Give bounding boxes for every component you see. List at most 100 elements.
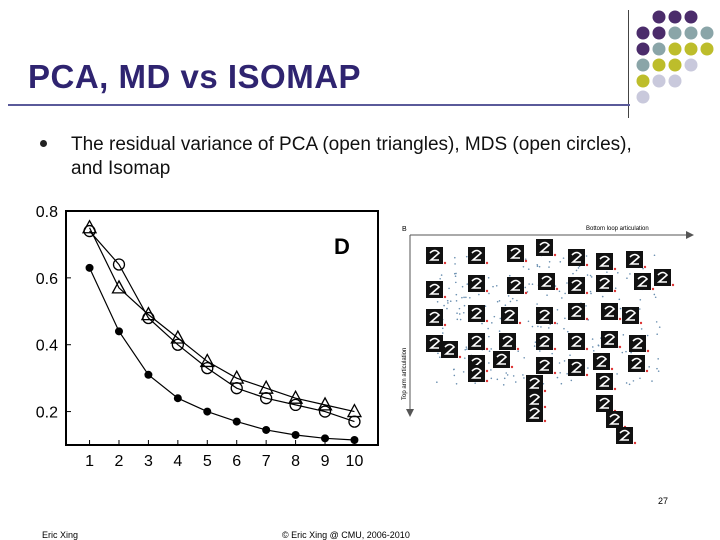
embedding-point xyxy=(441,332,444,334)
digit-glyph xyxy=(509,247,522,259)
embedding-point xyxy=(591,346,594,348)
embedding-point xyxy=(655,321,658,323)
digit-thumbnail xyxy=(426,281,443,298)
digit-glyph xyxy=(501,335,514,347)
embedding-point xyxy=(436,381,438,383)
embedding-point xyxy=(558,362,561,364)
filled-circle-marker xyxy=(321,434,330,443)
x-tick-label: 6 xyxy=(232,453,241,470)
digit-glyph xyxy=(509,279,522,291)
decorative-dot xyxy=(684,10,698,24)
embedding-point xyxy=(436,300,439,303)
embedding-point xyxy=(523,357,525,359)
embedding-point xyxy=(469,296,471,299)
embedding-point xyxy=(548,260,551,263)
digit-thumbnail xyxy=(441,341,458,358)
digit-glyph xyxy=(570,361,583,373)
embedding-point xyxy=(462,311,465,314)
circle-marker xyxy=(201,361,214,375)
embedding-point xyxy=(621,351,624,354)
digit-glyph xyxy=(630,357,643,369)
embedding-point xyxy=(502,384,505,386)
triangle-marker xyxy=(287,389,304,404)
decorative-dot xyxy=(700,26,714,40)
digit-thumbnail xyxy=(536,333,553,350)
embedding-point xyxy=(656,367,658,370)
embedding-point xyxy=(531,325,534,328)
series-line-triangle xyxy=(89,227,355,413)
digit-thumbnail xyxy=(568,249,585,266)
digit-thumbnail xyxy=(507,277,524,294)
triangle-marker xyxy=(170,329,186,344)
embedding-point xyxy=(465,346,468,348)
embedding-marker xyxy=(443,261,447,265)
circle-marker xyxy=(112,258,126,271)
embedding-point xyxy=(556,376,559,379)
embedding-point xyxy=(446,299,449,302)
embedding-point xyxy=(466,348,468,350)
embedding-point xyxy=(491,322,493,324)
embedding-point xyxy=(551,352,553,355)
embedding-point xyxy=(439,356,441,359)
x-tick-label: 8 xyxy=(291,453,300,470)
embedding-point xyxy=(540,326,542,328)
panel-label: D xyxy=(334,234,350,259)
digit-glyph xyxy=(570,279,583,291)
embedding-marker xyxy=(485,289,489,293)
digit-thumbnail xyxy=(468,333,485,350)
embedding-point xyxy=(481,322,483,325)
embedding-marker xyxy=(645,369,649,373)
digit-thumbnail xyxy=(468,275,485,292)
embedding-marker xyxy=(543,405,547,409)
digit-glyph xyxy=(570,305,583,317)
embedding-point xyxy=(446,307,448,310)
embedding-point xyxy=(590,276,593,278)
embedding-point xyxy=(466,283,469,285)
digit-glyph xyxy=(428,283,441,295)
digit-glyph xyxy=(598,277,611,289)
embedding-point xyxy=(526,291,529,293)
embedding-point xyxy=(499,317,502,320)
embedding-point xyxy=(656,333,658,335)
digit-thumbnail xyxy=(568,277,585,294)
embedding-marker xyxy=(553,347,557,351)
footer-author: Eric Xing xyxy=(42,530,79,540)
digit-glyph xyxy=(540,275,553,287)
embedding-point xyxy=(546,294,548,296)
digit-glyph xyxy=(538,335,551,347)
digit-glyph xyxy=(603,305,616,317)
top-axis-label: Bottom loop articulation xyxy=(586,226,649,232)
embedding-point xyxy=(556,309,559,311)
decorative-dot xyxy=(668,74,682,88)
embedding-point xyxy=(625,350,627,353)
embedding-point xyxy=(463,357,466,359)
embedding-point xyxy=(461,296,463,299)
embedding-point xyxy=(437,352,439,355)
embedding-marker xyxy=(585,317,589,321)
embedding-point xyxy=(458,313,461,315)
embedding-marker xyxy=(555,287,559,291)
embedding-marker xyxy=(553,371,557,375)
embedding-point xyxy=(547,327,550,329)
digit-thumbnail xyxy=(501,307,518,324)
embedding-point xyxy=(575,269,578,272)
embedding-point xyxy=(443,304,445,307)
embedding-marker xyxy=(585,373,589,377)
embedding-point xyxy=(585,255,588,257)
embedding-point xyxy=(505,372,508,374)
decorative-dot xyxy=(700,42,714,56)
digit-thumbnail xyxy=(596,395,613,412)
embedding-point xyxy=(462,371,465,373)
embedding-point xyxy=(657,358,659,360)
digit-thumbnail xyxy=(654,269,671,286)
embedding-marker xyxy=(485,379,489,383)
decorative-dot xyxy=(668,42,682,56)
embedding-point xyxy=(487,327,489,330)
embedding-marker xyxy=(585,263,589,267)
embedding-point xyxy=(509,300,512,303)
embedding-point xyxy=(533,345,536,347)
embedding-point xyxy=(619,307,622,310)
embedding-point xyxy=(522,374,524,376)
decorative-dot xyxy=(652,26,666,40)
bullet-icon xyxy=(40,140,47,147)
